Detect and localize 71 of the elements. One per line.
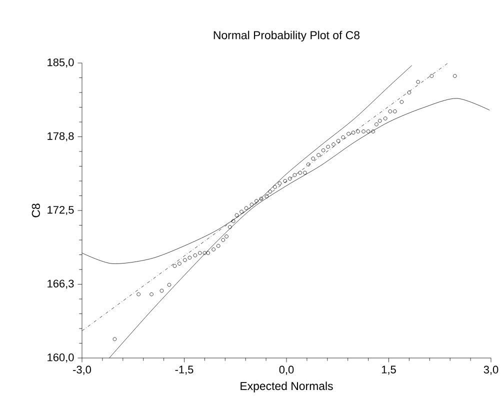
point: [321, 148, 326, 152]
point: [407, 90, 412, 94]
point: [311, 156, 315, 160]
point: [400, 100, 404, 104]
point: [288, 176, 292, 181]
point: [316, 153, 320, 157]
point: [167, 282, 172, 287]
point: [362, 130, 366, 134]
point: [452, 74, 457, 78]
point: [112, 337, 117, 342]
y-tick-label: 178,8: [48, 132, 74, 142]
y-tick-label: 160,0: [48, 353, 74, 363]
point: [378, 118, 382, 123]
point: [228, 225, 232, 229]
point: [292, 173, 297, 177]
point: [202, 251, 207, 255]
point: [234, 213, 239, 218]
point: [264, 194, 269, 198]
x-tick-label: 0,0: [279, 366, 294, 375]
y-tick-label: 172,5: [48, 206, 74, 216]
point: [178, 262, 182, 266]
point: [268, 190, 272, 194]
point: [303, 170, 307, 175]
point: [172, 264, 177, 268]
point: [216, 244, 220, 248]
point: [283, 179, 288, 183]
point: [374, 122, 378, 126]
point: [273, 185, 277, 189]
point: [240, 210, 244, 214]
x-tick-label: -1,5: [175, 366, 194, 375]
point: [383, 116, 388, 120]
chart-title: Normal Probability Plot of C8: [214, 30, 360, 42]
point: [326, 144, 330, 149]
point: [224, 234, 228, 238]
x-tick-label: -3,0: [73, 366, 92, 375]
point: [259, 196, 264, 201]
point: [351, 130, 356, 135]
y-tick-label: 185,0: [48, 58, 74, 68]
point: [332, 142, 336, 146]
point: [193, 253, 198, 258]
point: [231, 219, 236, 224]
point: [336, 138, 340, 143]
x-tick-label: 3,0: [484, 366, 498, 375]
x-axis-title: Expected Normals: [240, 382, 333, 392]
point: [198, 251, 202, 255]
y-tick-label: 166,3: [48, 280, 74, 289]
point: [150, 292, 154, 296]
point: [278, 181, 282, 186]
point: [183, 258, 187, 262]
point: [366, 130, 370, 134]
x-tick-label: 1,5: [382, 366, 396, 375]
point: [306, 162, 310, 166]
point: [244, 206, 248, 210]
point: [188, 256, 192, 260]
point: [392, 109, 397, 114]
point: [250, 202, 254, 206]
point: [430, 74, 434, 78]
point: [221, 238, 226, 242]
y-axis-title: C8: [32, 204, 40, 218]
point: [341, 135, 345, 140]
point: [371, 130, 375, 134]
point: [206, 251, 210, 255]
point: [136, 292, 140, 296]
point: [346, 132, 350, 136]
point: [298, 170, 302, 175]
point: [212, 248, 216, 252]
point: [160, 288, 164, 293]
point: [388, 109, 392, 114]
point: [356, 130, 360, 134]
point: [416, 80, 420, 84]
point: [254, 199, 258, 203]
